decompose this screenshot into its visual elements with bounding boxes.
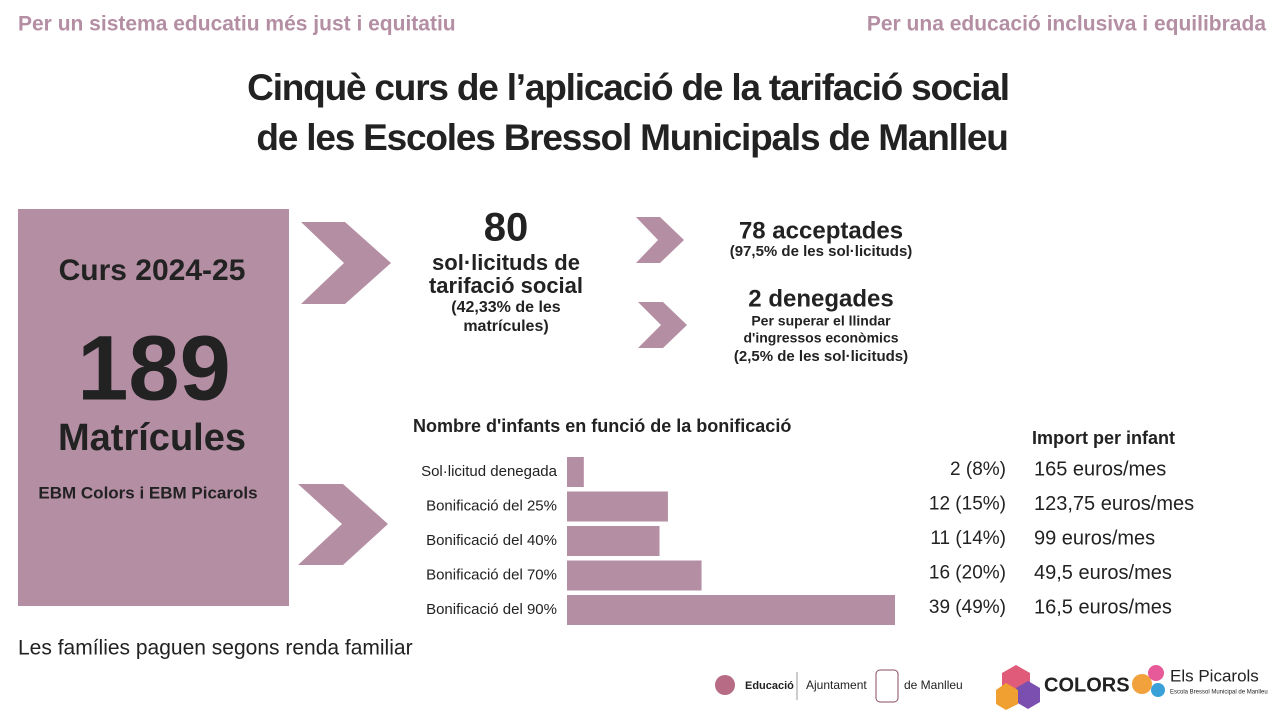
amounts-header: Import per infant xyxy=(1032,428,1175,448)
header-left: Per un sistema educatiu més just i equit… xyxy=(18,13,456,36)
requests-note: (42,33% de les xyxy=(451,299,561,316)
chart-title: Nombre d'infants en funció de la bonific… xyxy=(413,416,791,436)
logo-text: Ajuntament xyxy=(806,678,867,692)
category-label: Bonificació del 90% xyxy=(426,601,557,618)
enrolment-count: 189 xyxy=(77,317,231,419)
requests-count: 80 xyxy=(484,206,529,250)
bar xyxy=(567,526,660,556)
logos: Educació Ajuntament de Manlleu COLORS El… xyxy=(715,665,1268,710)
logo-text: COLORS xyxy=(1044,674,1130,696)
logo-text: Educació xyxy=(745,680,794,692)
arrow xyxy=(638,302,687,348)
footer: Les famílies paguen segons renda familia… xyxy=(18,637,413,660)
title: de les Escoles Bressol Municipals de Man… xyxy=(256,117,1007,158)
arrow xyxy=(636,217,684,263)
category-label: Bonificació del 40% xyxy=(426,532,557,549)
bar xyxy=(567,491,668,522)
logo-text: Escola Bressol Municipal de Manlleu xyxy=(1170,690,1268,696)
bar xyxy=(567,560,702,591)
category-label: Bonificació del 70% xyxy=(426,566,557,583)
logo-mark xyxy=(1151,683,1165,697)
course: Curs 2024-25 xyxy=(59,254,246,287)
logo-mark xyxy=(1148,665,1164,681)
requests-label: tarifació social xyxy=(429,273,583,298)
category-label: Sol·licitud denegada xyxy=(421,463,558,480)
requests-note: matrícules) xyxy=(463,318,548,335)
value-label: 39 (49%) xyxy=(929,597,1006,618)
enrolment-label: Matrícules xyxy=(58,417,246,459)
value-label: 16 (20%) xyxy=(929,563,1006,584)
denied-note: Per superar el llindar xyxy=(751,313,891,329)
value-label: 11 (14%) xyxy=(930,528,1006,549)
arrow xyxy=(301,222,391,304)
amount: 49,5 euros/mes xyxy=(1034,562,1172,584)
value-label: 2 (8%) xyxy=(950,459,1006,480)
amount: 16,5 euros/mes xyxy=(1034,596,1172,618)
requests-label: sol·licituds de xyxy=(432,250,580,275)
arrow xyxy=(298,484,388,565)
amount: 99 euros/mes xyxy=(1034,527,1155,549)
amount: 165 euros/mes xyxy=(1034,458,1166,480)
course-box xyxy=(18,209,289,606)
logo-text: Els Picarols xyxy=(1170,666,1259,685)
denied-title: 2 denegades xyxy=(748,285,893,312)
denied-note: (2,5% de les sol·licituds) xyxy=(734,348,908,365)
accepted-note: (97,5% de les sol·licituds) xyxy=(730,243,913,260)
bar xyxy=(567,457,584,487)
logo-mark xyxy=(1132,674,1152,694)
category-label: Bonificació del 25% xyxy=(426,497,557,514)
value-label: 12 (15%) xyxy=(929,494,1006,515)
schools: EBM Colors i EBM Picarols xyxy=(38,483,257,502)
logo-mark xyxy=(875,669,899,703)
amount: 123,75 euros/mes xyxy=(1034,493,1194,515)
logo-mark xyxy=(715,675,735,695)
bar xyxy=(567,595,895,625)
accepted-title: 78 acceptades xyxy=(739,217,903,244)
logo-mark xyxy=(1016,681,1040,709)
title: Cinquè curs de l’aplicació de la tarifac… xyxy=(247,67,1009,108)
logo-text: de Manlleu xyxy=(904,678,963,692)
header-right: Per una educació inclusiva i equilibrada xyxy=(867,13,1266,36)
logo-mark xyxy=(996,683,1018,710)
denied-note: d'ingressos econòmics xyxy=(743,330,898,346)
